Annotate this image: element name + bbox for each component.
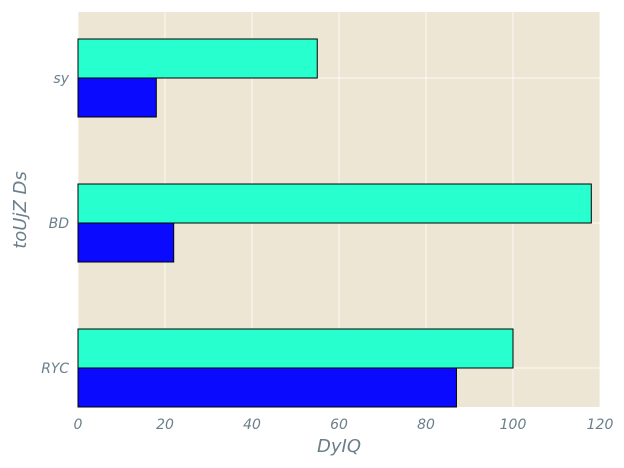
y-axis-label: toUjZ Ds: [10, 171, 31, 249]
bar-RYC-series-1: [77, 367, 457, 408]
x-tick-label: 0: [74, 417, 83, 433]
y-tick-label: RYC: [41, 361, 69, 377]
x-axis-label: DyIQ: [317, 436, 361, 457]
x-tick-label: 40: [243, 417, 261, 433]
x-tick-label: 60: [330, 417, 348, 433]
y-tick-labels: RYC BD sy: [41, 71, 70, 377]
x-tick-label: 20: [156, 417, 174, 433]
bars: [77, 38, 592, 408]
bar-RYC-series-2: [77, 328, 514, 369]
x-tick-label: 80: [417, 417, 435, 433]
x-tick-labels: 0 20 40 60 80 100 120: [74, 417, 614, 433]
x-tick-label: 120: [587, 417, 614, 433]
bar-sy-series-2: [77, 38, 318, 79]
y-tick-label: sy: [53, 71, 69, 87]
bar-BD-series-2: [77, 183, 592, 224]
y-tick-label: BD: [49, 216, 70, 232]
x-tick-label: 100: [500, 417, 527, 433]
bar-BD-series-1: [77, 222, 175, 263]
bar-sy-series-1: [77, 77, 157, 118]
